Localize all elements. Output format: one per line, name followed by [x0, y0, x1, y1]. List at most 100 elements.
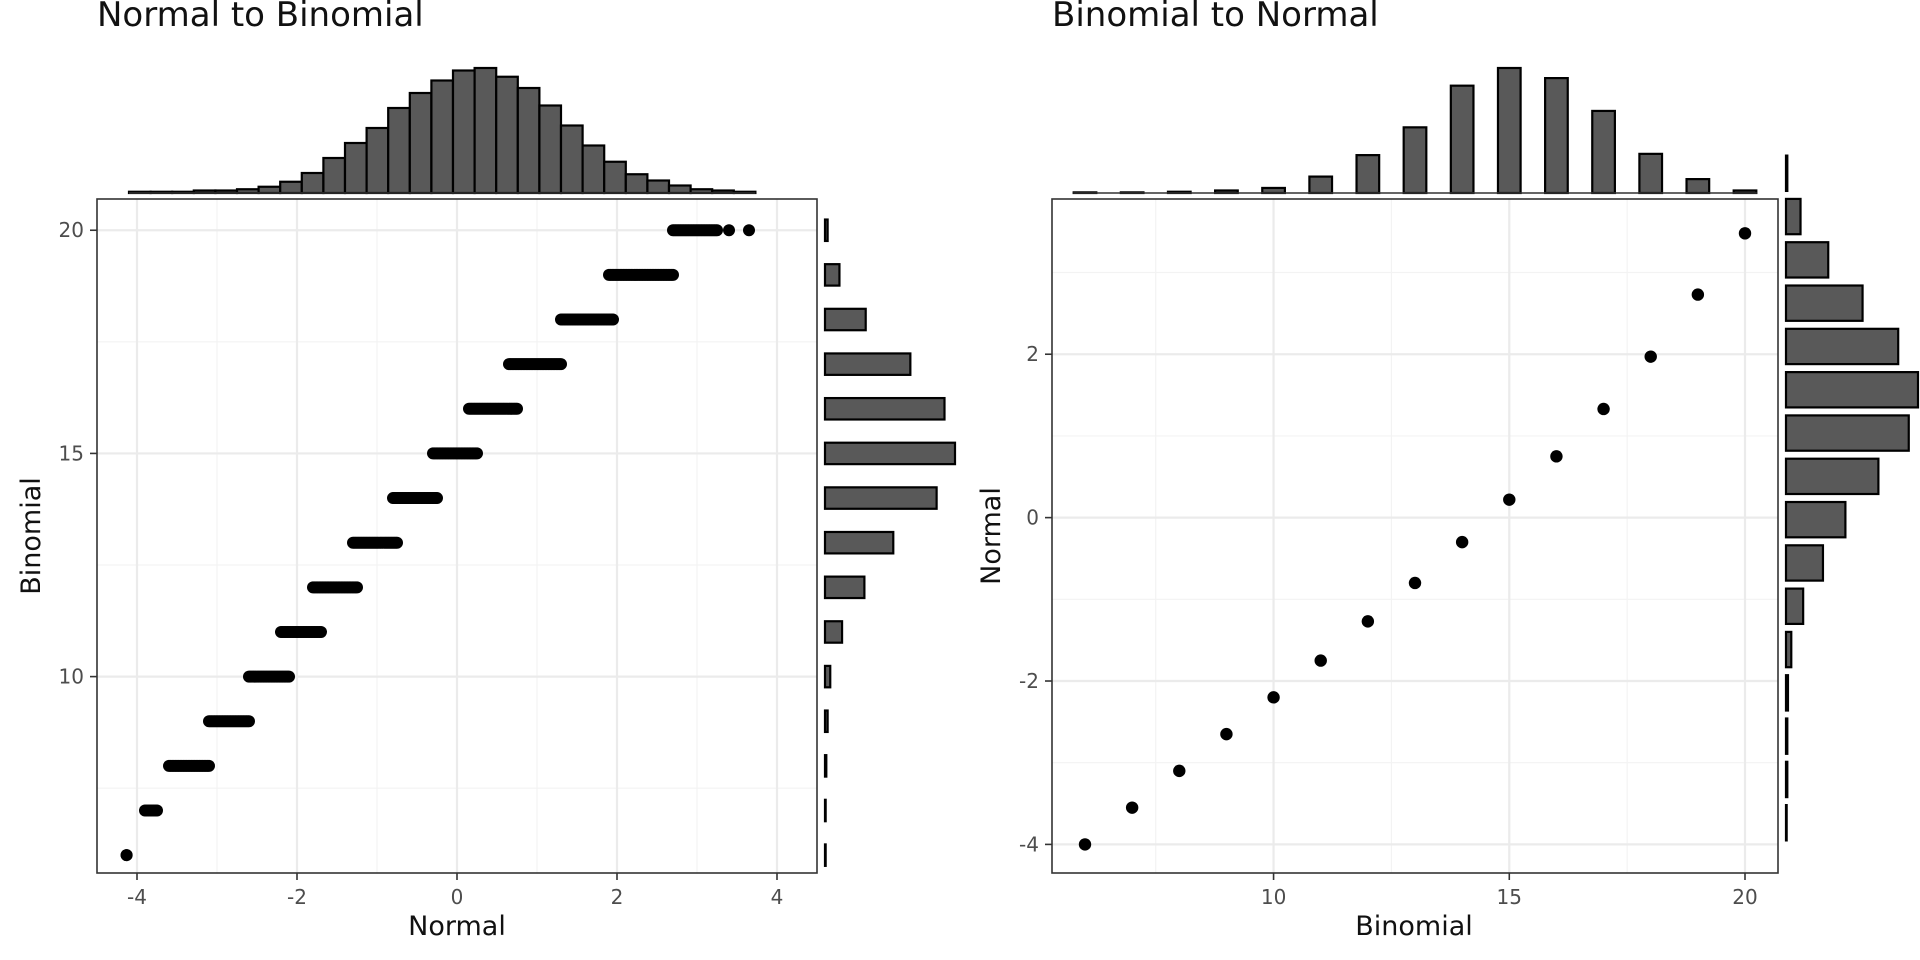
chart-title: Normal to Binomial: [97, 0, 424, 35]
y-tick-label: 15: [59, 441, 84, 465]
histogram-bar: [823, 441, 957, 466]
data-point: [743, 224, 755, 237]
histogram-bar: [473, 66, 498, 195]
data-point: [151, 804, 163, 817]
data-point: [1408, 576, 1422, 590]
histogram-bar: [581, 144, 606, 195]
data-points: [1078, 227, 1752, 851]
histogram-bar: [1784, 327, 1900, 366]
y-tick-label: 0: [1026, 506, 1039, 530]
data-point: [607, 313, 619, 326]
data-point: [431, 492, 443, 505]
histogram-bar: [1784, 630, 1793, 669]
y-tick-label: 20: [59, 218, 84, 242]
histogram-bar: [1544, 77, 1569, 195]
x-tick-label: 2: [611, 885, 624, 909]
histogram-bar: [823, 709, 829, 734]
histogram-bar: [1784, 544, 1825, 582]
data-point: [1691, 288, 1705, 301]
x-tick-label: 20: [1732, 885, 1757, 909]
histogram-bar: [823, 530, 895, 555]
histogram-bar: [823, 843, 827, 867]
data-point: [1455, 535, 1469, 549]
data-point: [351, 581, 363, 594]
histogram-bar: [823, 307, 867, 332]
data-point: [120, 849, 133, 862]
histogram-bar: [1638, 152, 1664, 195]
data-point: [1503, 493, 1516, 506]
histogram-bar: [1308, 175, 1334, 195]
data-point: [243, 715, 255, 728]
histogram-bar: [1784, 457, 1880, 496]
x-axis-title: Normal: [408, 911, 506, 942]
histogram-bar: [1402, 126, 1428, 195]
histogram-bar: [538, 104, 563, 195]
histogram-bar: [516, 86, 541, 195]
x-tick-label: -4: [127, 885, 147, 909]
histogram-bar: [823, 486, 938, 510]
panel-border: [1051, 198, 1779, 874]
data-point: [471, 447, 483, 460]
histogram-bar: [387, 106, 411, 195]
data-point: [667, 268, 679, 281]
binomial-to-normal-panel: Binomial to Normal Binomial Normal 10 15 2…: [976, 0, 1920, 942]
grid: [97, 199, 817, 873]
data-point: [511, 402, 523, 415]
histogram-bar: [1784, 804, 1788, 842]
data-point: [1550, 450, 1563, 463]
histogram-bar: [1784, 500, 1847, 539]
histogram-bar: [823, 664, 832, 689]
histogram-bar: [823, 352, 912, 376]
y-axis-title: Normal: [976, 487, 1007, 585]
x-tick-label: 15: [1497, 885, 1522, 909]
histogram-bar: [1355, 154, 1381, 195]
data-point: [723, 224, 735, 237]
histogram-bar: [495, 75, 519, 195]
histogram-bar: [1784, 197, 1802, 236]
histogram-bar: [823, 263, 841, 287]
histogram-bar: [322, 156, 347, 195]
x-axis-title: Binomial: [1355, 911, 1473, 942]
right-marginal-histogram: [1784, 154, 1920, 842]
histogram-bar: [1591, 109, 1616, 195]
data-point: [1738, 227, 1752, 240]
histogram-bar: [1784, 760, 1789, 799]
top-marginal-histogram: [1072, 66, 1758, 195]
data-point: [391, 536, 403, 549]
histogram-bar: [823, 218, 829, 243]
histogram-bar: [603, 160, 627, 195]
histogram-bar: [1685, 178, 1711, 195]
data-point: [1267, 691, 1280, 704]
data-point: [1078, 838, 1092, 851]
histogram-bar: [1449, 84, 1475, 195]
histogram-bar: [1784, 154, 1789, 193]
histogram-bar: [624, 173, 649, 195]
data-point: [711, 224, 723, 237]
histogram-bar: [257, 185, 282, 195]
histogram-bar: [1784, 284, 1864, 322]
data-point: [1125, 801, 1139, 814]
data-point: [1220, 727, 1233, 741]
data-points: [120, 224, 755, 862]
y-tick-label: -2: [1019, 669, 1039, 693]
right-marginal-histogram: [823, 218, 957, 867]
histogram-bar: [823, 620, 844, 644]
histogram-bar: [823, 754, 828, 778]
histogram-bar: [365, 126, 390, 195]
x-tick-label: 0: [451, 885, 464, 909]
data-point: [1173, 764, 1186, 778]
data-point: [283, 670, 295, 683]
histogram-bar: [1784, 587, 1805, 626]
axes: -4 -2 0 2 4 10 15 20: [59, 218, 784, 909]
y-tick-label: 2: [1026, 342, 1039, 366]
histogram-bar: [823, 798, 827, 823]
data-point: [1597, 402, 1610, 416]
x-tick-label: 10: [1261, 885, 1286, 909]
data-point: [1644, 350, 1657, 363]
histogram-bar: [430, 79, 455, 195]
y-axis-title: Binomial: [16, 477, 47, 595]
histogram-bar: [1784, 674, 1790, 712]
histogram-bar: [1784, 241, 1830, 279]
